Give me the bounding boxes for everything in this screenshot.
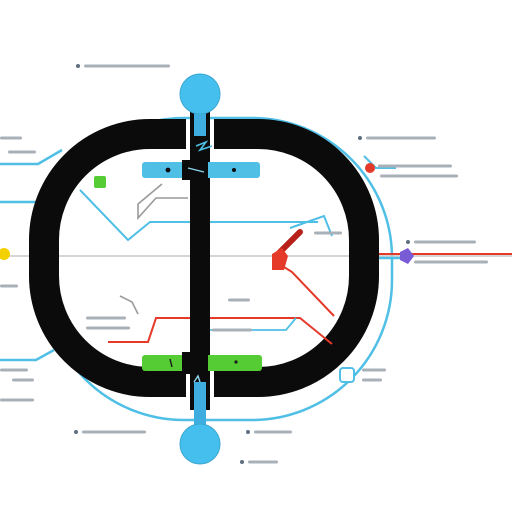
- placeholder-label-bar: [414, 240, 476, 244]
- right-cyan-lead-top: [363, 155, 396, 169]
- placeholder-label-bar: [228, 298, 250, 302]
- placeholder-bullet: [240, 460, 244, 464]
- ring-joint-top-right: [214, 119, 236, 149]
- lower-bar-center-block: [182, 352, 208, 374]
- placeholder-label-bar: [314, 231, 342, 235]
- ring-right-half: [218, 119, 379, 397]
- inner-cyan-line-upper: [79, 189, 318, 242]
- placeholder-label-bar: [380, 174, 458, 178]
- placeholder-label-bar: [0, 368, 28, 372]
- inner-red-line-lower: [108, 317, 333, 345]
- placeholder-bullet: [406, 240, 410, 244]
- placeholder-label-bar: [12, 378, 34, 382]
- placeholder-label-bar: [82, 430, 146, 434]
- ring-joint-bottom-right: [214, 367, 236, 397]
- placeholder-bullet: [76, 64, 80, 68]
- inner-red-line-right: [275, 261, 335, 317]
- upper-bar-lightning: [195, 140, 213, 152]
- placeholder-bullet: [358, 136, 362, 140]
- bottom-node[interactable]: [179, 423, 221, 465]
- placeholder-label-bar: [248, 460, 278, 464]
- lower-bar-tick: [193, 374, 201, 383]
- link-icon: [169, 358, 238, 368]
- top-node[interactable]: [179, 73, 221, 115]
- placeholder-label-bar: [8, 150, 36, 154]
- placeholder-bullet: [246, 430, 250, 434]
- bottom-stem: [194, 382, 206, 426]
- network-icon: [165, 167, 236, 173]
- placeholder-label-bar: [254, 430, 292, 434]
- marker-red-right: [272, 248, 288, 270]
- inner-cyan-line-diag: [289, 214, 333, 237]
- placeholder-label-bar: [86, 326, 130, 330]
- left-cyan-lead-top: [0, 148, 63, 166]
- placeholder-label-bar: [378, 164, 452, 168]
- placeholder-label-bar: [362, 378, 382, 382]
- placeholder-label-bar: [0, 398, 34, 402]
- placeholder-labels: [0, 64, 488, 464]
- marker-green-inner[interactable]: [94, 176, 106, 188]
- placeholder-label-bar: [212, 328, 252, 332]
- left-cyan-lead-bottom: [0, 348, 55, 362]
- placeholder-label-bar: [86, 316, 126, 320]
- inner-gray-pointer-lower: [119, 295, 139, 315]
- placeholder-label-bar: [0, 284, 18, 288]
- placeholder-label-bar: [366, 136, 436, 140]
- placeholder-label-bar: [362, 368, 386, 372]
- inner-cyan-line-lower: [208, 317, 297, 331]
- central-shaft: [190, 110, 210, 410]
- marker-yellow-left[interactable]: [0, 248, 10, 260]
- marker-red-top-right[interactable]: [365, 163, 375, 173]
- placeholder-label-bar: [0, 136, 22, 140]
- ring-joint-top-left: [164, 119, 186, 149]
- inner-gray-pointer: [137, 183, 188, 221]
- ring-left-half: [29, 119, 178, 397]
- marker-purple-right[interactable]: [400, 248, 414, 264]
- marker-cyan-lower-right[interactable]: [339, 367, 355, 383]
- placeholder-bullet: [74, 430, 78, 434]
- ring-joint-bottom-left: [164, 367, 186, 397]
- placeholder-label-bar: [84, 64, 170, 68]
- placeholder-label-bar: [414, 260, 488, 264]
